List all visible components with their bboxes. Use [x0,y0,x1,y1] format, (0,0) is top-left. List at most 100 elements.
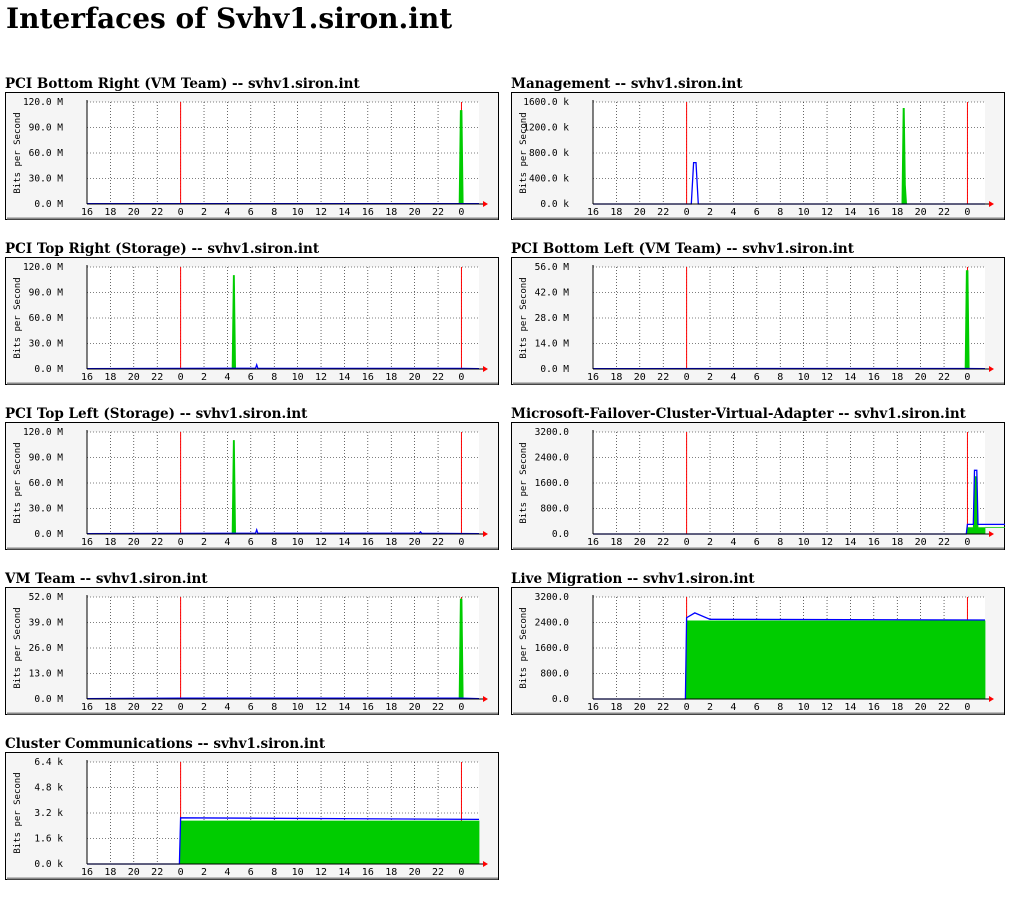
x-tick-label: 0 [458,372,464,383]
x-tick-label: 12 [315,702,327,713]
x-tick-label: 2 [201,702,207,713]
x-tick-label: 14 [844,537,856,548]
panel-management: Management -- svhv1.siron.int 0.0 k 400.0… [511,76,1007,222]
x-tick-label: 0 [178,867,184,878]
y-tick-label: 0.0 [552,694,569,705]
x-tick-label: 2 [707,537,713,548]
x-tick-label: 22 [657,537,669,548]
x-tick-label: 4 [224,537,230,548]
y-tick-label: 800.0 [540,504,569,515]
x-tick-label: 22 [432,537,444,548]
x-tick-label: 0 [964,207,970,218]
series-out-line [86,527,480,535]
x-tick-label: 20 [128,702,140,713]
traffic-graph: 0.0 M 14.0 M 28.0 M 42.0 M 56.0 M Bits per Se… [511,257,1005,385]
y-tick-label: 4.8 k [34,783,63,794]
y-tick-label: 2400.0 [535,453,570,464]
traffic-graph: 0.0 M 13.0 M 26.0 M 39.0 M 52.0 M Bits per Se… [5,587,499,715]
x-tick-label: 20 [409,537,421,548]
x-tick-label: 10 [292,372,304,383]
x-tick-label: 16 [587,372,599,383]
panel-title: Microsoft-Failover-Cluster-Virtual-Adapt… [511,406,966,422]
x-tick-label: 10 [798,537,810,548]
x-tick-label: 22 [151,867,163,878]
x-tick-label: 20 [915,702,927,713]
y-tick-label: 120.0 M [23,262,63,273]
panel-title: Live Migration -- svhv1.siron.int [511,571,755,587]
x-tick-label: 12 [315,537,327,548]
x-tick-label: 0 [964,702,970,713]
x-tick-label: 0 [684,537,690,548]
y-tick-label: 800.0 k [529,148,569,159]
traffic-graph: 0.0 800.0 1600.0 2400.0 3200.0 Bits per Secon… [511,587,1005,715]
x-tick-label: 20 [128,372,140,383]
y-tick-label: 39.0 M [29,618,64,629]
x-tick-label: 10 [798,372,810,383]
x-tick-label: 6 [754,702,760,713]
x-tick-label: 16 [81,537,93,548]
y-tick-label: 0.0 k [540,199,569,210]
x-tick-label: 22 [151,372,163,383]
x-tick-label: 12 [315,207,327,218]
y-tick-label: 1.6 k [34,834,63,845]
panel-pci-top-left: PCI Top Left (Storage) -- svhv1.siron.in… [5,406,501,552]
y-tick-label: 400.0 k [529,174,569,185]
panel-title: Cluster Communications -- svhv1.siron.in… [5,736,326,752]
x-tick-label: 0 [458,207,464,218]
x-tick-label: 18 [104,207,116,218]
x-tick-label: 12 [315,867,327,878]
y-tick-label: 1200.0 k [523,123,569,134]
x-axis-arrow [989,201,994,207]
y-tick-label: 13.0 M [29,669,64,680]
x-tick-label: 18 [610,207,622,218]
x-tick-label: 8 [777,207,783,218]
traffic-graph: 0.0 800.0 1600.0 2400.0 3200.0 Bits per Secon… [511,422,1005,550]
x-tick-label: 2 [201,537,207,548]
x-tick-label: 6 [248,867,254,878]
panel-title: PCI Top Left (Storage) -- svhv1.siron.in… [5,406,308,422]
x-tick-label: 22 [657,207,669,218]
y-tick-label: 3200.0 [535,427,570,438]
x-tick-label: 10 [292,537,304,548]
x-tick-label: 20 [915,372,927,383]
x-tick-label: 20 [409,372,421,383]
x-tick-label: 4 [224,702,230,713]
x-tick-label: 16 [868,372,880,383]
y-tick-label: 30.0 M [29,174,64,185]
x-tick-label: 6 [754,537,760,548]
y-tick-label: 28.0 M [535,313,570,324]
x-tick-label: 0 [964,372,970,383]
y-tick-label: 30.0 M [29,504,64,515]
y-tick-label: 0.0 M [34,199,63,210]
x-tick-label: 18 [385,702,397,713]
x-tick-label: 22 [657,372,669,383]
x-axis-arrow [483,696,488,702]
y-tick-label: 800.0 [540,669,569,680]
x-tick-label: 14 [844,702,856,713]
x-tick-label: 22 [432,702,444,713]
y-tick-label: 14.0 M [535,339,570,350]
y-tick-label: 3.2 k [34,808,63,819]
x-tick-label: 8 [271,867,277,878]
y-axis-label: Bits per Second [13,442,23,523]
x-tick-label: 8 [271,537,277,548]
x-tick-label: 20 [128,867,140,878]
y-tick-label: 6.4 k [34,757,63,768]
x-tick-label: 16 [362,867,374,878]
x-tick-label: 14 [338,207,350,218]
x-tick-label: 2 [201,372,207,383]
y-tick-label: 0.0 k [34,859,63,870]
y-tick-label: 56.0 M [535,262,570,273]
x-tick-label: 6 [754,207,760,218]
x-tick-label: 16 [81,867,93,878]
x-tick-label: 20 [915,207,927,218]
x-tick-label: 14 [844,207,856,218]
x-tick-label: 18 [891,207,903,218]
traffic-graph: 0.0 k 1.6 k 3.2 k 4.8 k 6.4 k Bits per Second… [5,752,499,880]
x-tick-label: 20 [409,207,421,218]
x-tick-label: 22 [432,207,444,218]
y-tick-label: 120.0 M [23,97,63,108]
y-tick-label: 90.0 M [29,288,64,299]
x-tick-label: 4 [224,372,230,383]
